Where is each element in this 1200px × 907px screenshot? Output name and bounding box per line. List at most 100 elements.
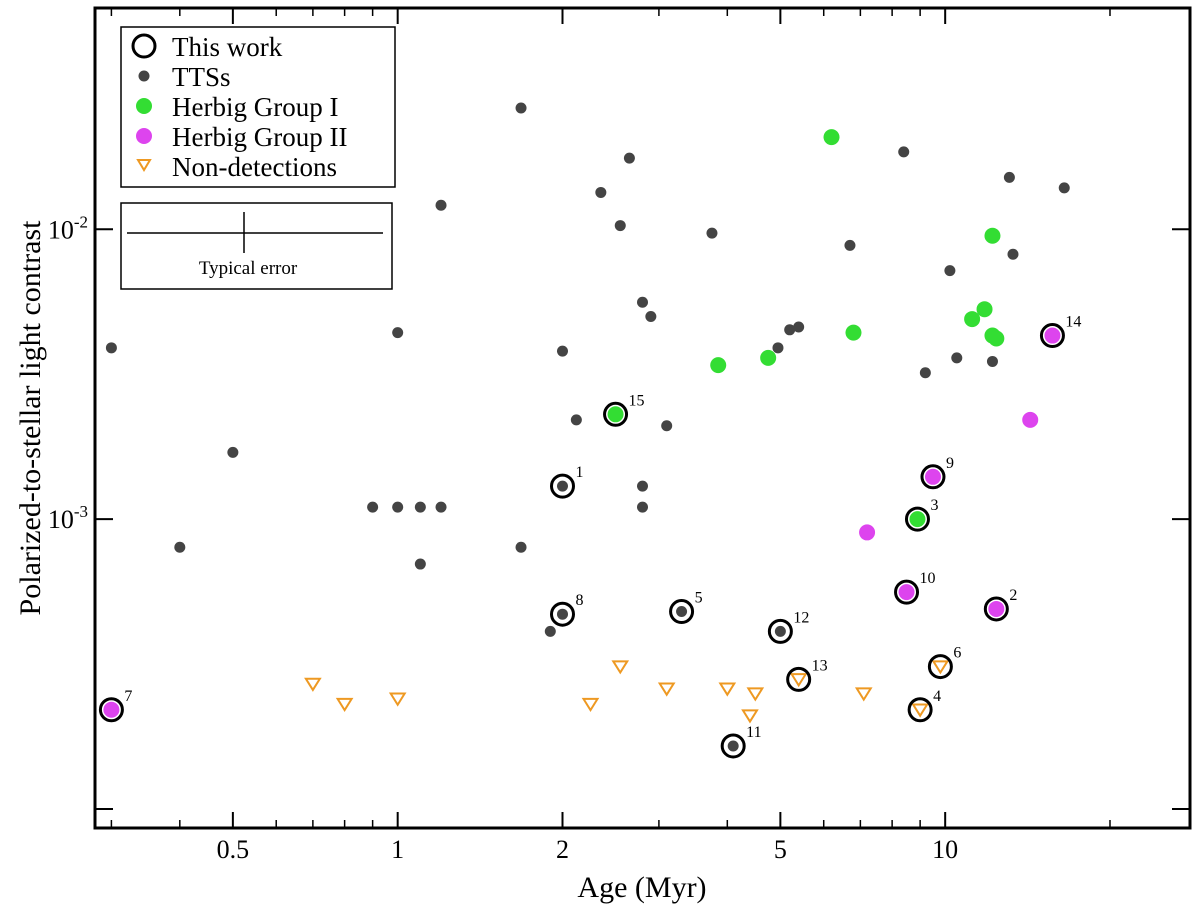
tts-point (951, 352, 963, 364)
tts-point (919, 367, 931, 379)
error-box-frame (120, 202, 393, 290)
legend-box (120, 26, 396, 188)
this-work-inner-triangle (931, 660, 950, 675)
tts-point (784, 324, 796, 336)
this-work-inner-triangle (911, 703, 929, 718)
tts-point (1058, 182, 1070, 194)
tts-point (793, 321, 805, 333)
this-work-id-label: 1 (575, 464, 583, 481)
non-detection-point (854, 687, 873, 702)
this-work-inner-dot (676, 606, 688, 618)
this-work-inner-dot (1044, 327, 1061, 344)
tts-point (986, 355, 998, 367)
legend: This work TTSs Herbig Group I Herbig Gro… (120, 26, 396, 188)
non-detection-point (335, 697, 354, 712)
this-work-ring (907, 697, 933, 723)
y-axis-label: Polarized-to-stellar light contrast (14, 220, 47, 616)
this-work-ring (549, 473, 575, 499)
tts-point (414, 501, 426, 513)
this-work-id-label: 8 (575, 592, 583, 609)
this-work-ring (669, 599, 695, 625)
herbig-group-1-point (710, 357, 727, 374)
plot-frame (93, 6, 1192, 830)
y-tick-label-exponent: -3 (74, 502, 88, 521)
tts-point (595, 186, 607, 198)
x-tick-label: 5 (774, 835, 787, 864)
herbig-group-1-point (760, 349, 777, 366)
tts-point (174, 541, 186, 553)
this-work-id-label: 15 (629, 392, 645, 409)
non-detection-point (581, 697, 600, 712)
this-work-id-label: 2 (1009, 587, 1017, 604)
tts-point (515, 541, 527, 553)
this-work-ring (720, 733, 746, 759)
this-work-ring (98, 697, 124, 723)
tts-point (614, 220, 626, 232)
herbig-group-1-point (976, 301, 993, 318)
tts-point (515, 102, 527, 114)
this-work-ring (549, 601, 575, 627)
this-work-inner-dot (556, 480, 568, 492)
this-work-id-label: 10 (920, 570, 936, 587)
herbig-group-1-point (984, 227, 1001, 244)
this-work-id-label: 12 (793, 609, 809, 626)
y-tick-label-exponent: -2 (74, 212, 88, 231)
typical-error-box: Typical error (120, 202, 393, 290)
y-tick-label-base: 10 (48, 505, 74, 534)
tts-point (435, 199, 447, 211)
x-tick-label: 10 (932, 835, 958, 864)
this-work-inner-dot (924, 468, 941, 485)
legend-label-non-detections: Non-detections (172, 152, 337, 182)
this-work-inner-dot (774, 625, 786, 637)
herbig-group-2-point (859, 524, 876, 541)
tts-point (392, 327, 404, 339)
this-work-inner-dot (898, 584, 915, 601)
herbig-group-1-point (823, 129, 840, 146)
this-work-inner-triangle (789, 673, 808, 688)
tts-point (1007, 248, 1019, 260)
this-work-ring (920, 464, 946, 490)
legend-label-herbig-group-1: Herbig Group I (172, 92, 338, 122)
this-work-inner-dot (556, 608, 568, 620)
legend-label-herbig-group-2: Herbig Group II (172, 122, 347, 152)
this-work-id-label: 4 (933, 688, 941, 705)
tts-point (661, 420, 673, 432)
non-detection-point (746, 687, 765, 702)
tts-point (367, 501, 379, 513)
error-box-label: Typical error (199, 258, 298, 279)
tts-point (623, 152, 635, 164)
tts-point (414, 558, 426, 570)
herbig-group-1-point (988, 330, 1005, 347)
this-work-inner-dot (909, 511, 926, 528)
tts-point (227, 446, 239, 458)
this-work-ring (927, 654, 953, 680)
x-axis-label: Age (Myr) (577, 871, 706, 904)
legend-label-this-work: This work (172, 32, 283, 62)
legend-label-ttss: TTSs (172, 62, 231, 92)
this-work-ring (904, 506, 930, 532)
herbig-group-1-point (964, 311, 981, 328)
tts-point (645, 311, 657, 323)
this-work-id-label: 13 (812, 657, 828, 674)
legend-marker-herbig-group-2 (136, 128, 152, 144)
tts-point (105, 342, 117, 354)
non-detection-point (611, 660, 630, 675)
this-work-id-label: 6 (953, 645, 961, 662)
axis-ticks (95, 8, 1190, 828)
tts-point (637, 480, 648, 492)
this-work-inner-dot (727, 740, 739, 752)
non-detection-point (304, 677, 322, 692)
this-work-ring (786, 666, 812, 692)
non-detection-point (388, 692, 407, 707)
legend-marker-this-work (131, 33, 157, 59)
non-detection-point (718, 682, 737, 697)
tts-point (637, 501, 648, 513)
tts-point (392, 501, 404, 513)
this-work-ring (983, 596, 1009, 622)
this-work-ring (767, 618, 793, 644)
x-tick-label: 1 (391, 835, 404, 864)
non-detection-point (657, 682, 676, 697)
legend-marker-herbig-group-1 (136, 98, 152, 114)
